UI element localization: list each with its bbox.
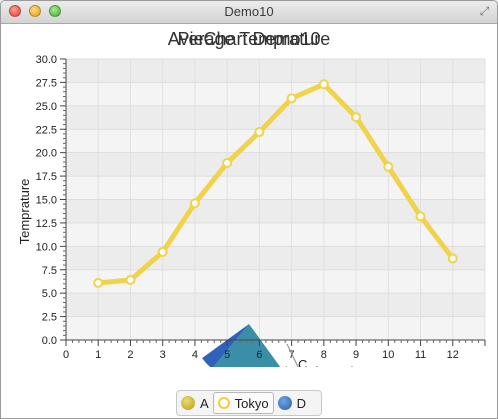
data-point-tokyo <box>222 157 233 168</box>
y-tick-label: 20.0 <box>36 148 57 160</box>
legend-item-tokyo[interactable]: Tokyo <box>212 392 274 414</box>
pie-chart-title: PieChart Demo10 <box>1 29 497 50</box>
data-point-tokyo <box>447 253 458 264</box>
fullscreen-icon[interactable]: ⤢ <box>479 4 490 18</box>
zoom-window-button[interactable] <box>49 5 61 17</box>
pie-slice-d <box>202 324 249 367</box>
y-tick-label: 0.0 <box>42 335 57 347</box>
y-tick-label: 17.5 <box>36 171 57 183</box>
y-tick-label: 25.0 <box>36 101 57 113</box>
x-tick-label: 9 <box>353 349 359 361</box>
legend-label-tokyo: Tokyo <box>234 395 269 411</box>
y-tick-label: 7.5 <box>42 265 57 277</box>
plot-band <box>66 129 485 153</box>
x-tick-label: 7 <box>289 349 295 361</box>
data-point-tokyo <box>351 112 362 123</box>
y-tick-label: 12.5 <box>36 218 57 230</box>
minimize-window-button[interactable] <box>29 5 41 17</box>
x-tick-label: 5 <box>224 349 230 361</box>
data-point-tokyo <box>415 211 426 222</box>
data-point-tokyo <box>93 277 104 288</box>
chart-area: Average Temprature PieChart Demo10 0.0 2.… <box>1 24 497 418</box>
pie-label-c: C <box>298 357 307 367</box>
plot-band <box>66 199 485 223</box>
x-tick-label: 10 <box>382 349 394 361</box>
plot-band <box>66 293 485 317</box>
x-tick-label: 4 <box>192 349 198 361</box>
plot-band <box>66 176 485 200</box>
y-tick-label: 22.5 <box>36 124 57 136</box>
x-tick-label: 0 <box>63 349 69 361</box>
series-line-tokyo <box>95 81 456 286</box>
plot-band <box>66 269 485 294</box>
pie-slice-c <box>213 324 281 367</box>
pie-mask <box>181 24 321 341</box>
data-point-tokyo <box>125 275 136 286</box>
pie-leader-line <box>286 343 299 367</box>
line-chart: 0.0 2.5 5.0 7.5 10.0 12.5 15.0 17.5 20.0 22.5 25.0… <box>17 24 486 367</box>
data-point-tokyo <box>157 246 168 257</box>
data-point-tokyo <box>383 161 394 172</box>
y-tick-label: 15.0 <box>36 195 57 207</box>
x-tick-label: 12 <box>447 349 459 361</box>
close-window-button[interactable] <box>9 5 21 17</box>
legend-label-d: D <box>296 395 307 411</box>
y-tick-label: 30.0 <box>36 54 57 66</box>
chart-legend: A Tokyo D <box>176 390 322 416</box>
x-tick-label: 11 <box>415 349 426 361</box>
plot-band <box>66 246 485 270</box>
y-tick-label: 10.0 <box>36 241 57 253</box>
plot-band <box>66 82 485 106</box>
data-point-tokyo <box>254 127 265 138</box>
y-axis-title: Temprature <box>17 179 32 245</box>
y-tick-label: 27.5 <box>36 77 57 89</box>
data-point-tokyo <box>318 79 329 90</box>
x-tick-label: 1 <box>95 349 101 361</box>
x-tick-label: 8 <box>321 349 327 361</box>
blue-circle-icon <box>277 396 292 410</box>
x-tick-label: 6 <box>256 349 262 361</box>
hollow-yellow-circle-icon <box>217 397 230 409</box>
window-title: Demo10 <box>224 4 274 19</box>
data-point-tokyo <box>286 93 297 104</box>
x-tick-label: 3 <box>160 349 166 361</box>
y-tick-label: 2.5 <box>42 312 57 324</box>
legend-item-a[interactable]: A <box>177 392 213 414</box>
legend-item-d[interactable]: D <box>274 392 310 414</box>
x-tick-label: 2 <box>127 349 133 361</box>
line-chart-title: Average Temprature <box>1 29 497 50</box>
data-point-tokyo <box>189 198 200 209</box>
legend-label-a: A <box>200 395 209 411</box>
plot-band <box>66 59 485 83</box>
title-bar: Demo10 ⤢ <box>1 1 497 24</box>
yellow-circle-icon <box>181 396 195 410</box>
x-axis-title: Number of Month <box>257 364 357 367</box>
y-tick-label: 5.0 <box>42 288 57 300</box>
plot-band <box>66 316 485 340</box>
